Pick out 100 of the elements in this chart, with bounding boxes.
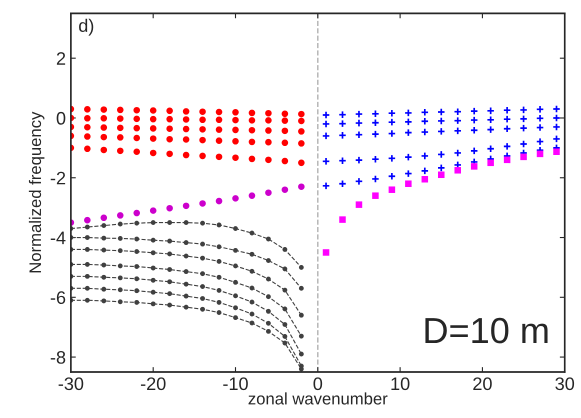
point [354, 177, 364, 186]
point [487, 160, 494, 166]
point [199, 116, 206, 124]
point [101, 262, 106, 268]
point [298, 128, 305, 135]
point [470, 146, 478, 155]
point [388, 154, 396, 162]
point [298, 140, 305, 147]
point [470, 163, 478, 170]
point [167, 302, 172, 308]
point [298, 160, 305, 166]
point [166, 108, 173, 114]
annotation: d) [79, 18, 94, 36]
point [265, 127, 272, 134]
point [338, 156, 347, 165]
point [322, 249, 330, 256]
point [404, 118, 412, 126]
point [200, 242, 206, 247]
point [248, 138, 256, 146]
point [266, 236, 271, 242]
point [519, 140, 528, 148]
point [265, 117, 272, 124]
point [454, 148, 462, 158]
y-tick-label: -4 [50, 232, 66, 244]
point [84, 286, 90, 291]
point [167, 267, 172, 272]
point [248, 156, 256, 162]
point [150, 278, 156, 283]
point [182, 108, 190, 115]
point [282, 110, 288, 118]
point [503, 124, 512, 133]
x-tick-label: 10 [391, 377, 410, 390]
point [199, 200, 206, 207]
point [84, 146, 91, 152]
x-tick-label: -30 [58, 377, 84, 390]
x-tick-label: 0 [313, 377, 322, 390]
point [117, 212, 124, 219]
point [404, 128, 412, 137]
point [182, 116, 190, 123]
point [166, 204, 173, 212]
point [266, 308, 271, 314]
point [437, 108, 446, 116]
point [118, 222, 123, 227]
point [250, 252, 254, 257]
point [372, 192, 379, 199]
point [250, 286, 254, 290]
point [233, 293, 238, 298]
point [118, 275, 123, 280]
point [84, 216, 91, 224]
point [298, 264, 304, 270]
point [184, 240, 189, 246]
point [216, 274, 222, 280]
point [133, 106, 140, 114]
point [101, 274, 106, 280]
point [282, 117, 288, 124]
point [216, 108, 222, 116]
point [437, 116, 446, 126]
point [536, 138, 544, 146]
point [199, 136, 206, 144]
point [150, 125, 156, 132]
point [150, 238, 156, 243]
point [354, 118, 364, 128]
point [388, 172, 396, 180]
point [371, 130, 380, 138]
point [282, 186, 288, 193]
point [354, 130, 364, 139]
point [184, 304, 189, 310]
x-tick-label: -10 [223, 377, 248, 390]
point [265, 138, 272, 146]
point [134, 236, 140, 242]
point [117, 115, 124, 122]
point [486, 106, 495, 115]
point [166, 116, 173, 122]
point [101, 298, 106, 304]
point [282, 334, 288, 339]
point [519, 114, 528, 123]
point [248, 192, 256, 199]
point [503, 106, 512, 114]
point [552, 134, 561, 143]
point [216, 288, 222, 293]
point [167, 291, 172, 296]
point [298, 286, 304, 291]
point [404, 108, 412, 117]
point [438, 172, 445, 178]
point [150, 290, 156, 295]
point [133, 116, 140, 122]
point [166, 125, 173, 132]
point [371, 174, 380, 184]
point [519, 124, 528, 132]
point [233, 263, 238, 268]
point [552, 114, 561, 122]
point [504, 156, 510, 164]
y-tick-label: -8 [50, 351, 66, 364]
point [100, 115, 108, 122]
point [117, 124, 124, 132]
point [216, 154, 222, 160]
point [486, 144, 495, 153]
point [233, 226, 238, 231]
point [182, 126, 190, 132]
point [200, 306, 206, 312]
